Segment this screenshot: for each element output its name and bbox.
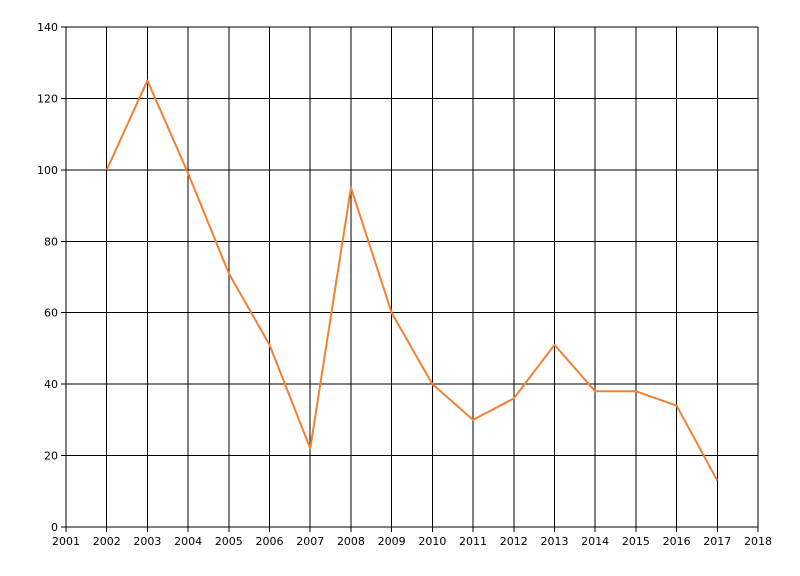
x-tick-label: 2018 <box>744 535 772 548</box>
x-tick-label: 2002 <box>93 535 121 548</box>
x-tick-label: 2013 <box>540 535 568 548</box>
x-tick-label: 2004 <box>174 535 202 548</box>
x-tick-label: 2005 <box>215 535 243 548</box>
y-tick-label: 0 <box>51 521 58 534</box>
x-tick-label: 2009 <box>378 535 406 548</box>
y-tick-label: 140 <box>37 21 58 34</box>
y-tick-label: 120 <box>37 92 58 105</box>
x-tick-label: 2003 <box>133 535 161 548</box>
x-tick-label: 2014 <box>581 535 609 548</box>
y-tick-label: 100 <box>37 164 58 177</box>
x-tick-label: 2001 <box>52 535 80 548</box>
y-tick-label: 80 <box>44 235 58 248</box>
x-tick-label: 2011 <box>459 535 487 548</box>
x-tick-label: 2010 <box>418 535 446 548</box>
y-tick-label: 20 <box>44 450 58 463</box>
x-tick-label: 2016 <box>663 535 691 548</box>
x-tick-label: 2015 <box>622 535 650 548</box>
data-line <box>105 79 719 482</box>
y-tick-label: 40 <box>44 378 58 391</box>
x-tick-label: 2007 <box>296 535 324 548</box>
x-tick-label: 2006 <box>256 535 284 548</box>
x-tick-label: 2017 <box>703 535 731 548</box>
x-tick-label: 2008 <box>337 535 365 548</box>
y-tick-label: 60 <box>44 307 58 320</box>
x-tick-label: 2012 <box>500 535 528 548</box>
